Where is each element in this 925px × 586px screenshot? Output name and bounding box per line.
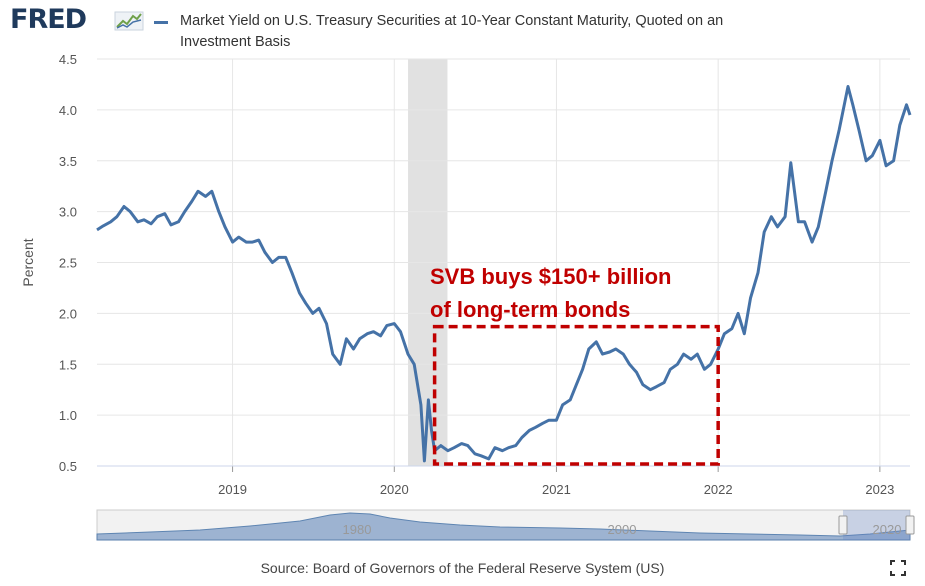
navigator-handle[interactable] xyxy=(838,515,848,535)
y-axis-label: Percent xyxy=(20,238,36,286)
navigator-series xyxy=(96,512,911,541)
fred-logo: FRED xyxy=(10,4,87,35)
legend-swatch xyxy=(154,21,168,24)
x-tick-label: 2023 xyxy=(865,482,894,497)
legend-label: Market Yield on U.S. Treasury Securities… xyxy=(180,13,724,50)
y-tick-label: 1.0 xyxy=(59,408,77,423)
y-tick-label: 4.5 xyxy=(59,52,77,67)
y-tick-label: 3.0 xyxy=(59,205,77,220)
series-line xyxy=(96,85,912,463)
chart-legend: Market Yield on U.S. Treasury Securities… xyxy=(154,11,796,53)
navigator-label: 1980 xyxy=(343,522,372,537)
y-tick-label: 1.5 xyxy=(59,357,77,372)
y-tick-label: 0.5 xyxy=(59,459,77,474)
navigator-label: 2000 xyxy=(608,522,637,537)
x-tick-label: 2021 xyxy=(542,482,571,497)
x-tick-label: 2022 xyxy=(704,482,733,497)
y-tick-label: 3.5 xyxy=(59,154,77,169)
source-note: Source: Board of Governors of the Federa… xyxy=(260,560,665,576)
y-tick-label: 2.0 xyxy=(59,306,77,321)
fullscreen-icon[interactable] xyxy=(890,560,906,576)
annotation-text-line2: of long-term bonds xyxy=(430,297,630,322)
y-tick-label: 4.0 xyxy=(59,103,77,118)
x-tick-label: 2020 xyxy=(380,482,409,497)
y-tick-label: 2.5 xyxy=(59,256,77,271)
x-tick-label: 2019 xyxy=(218,482,247,497)
annotation-text-line1: SVB buys $150+ billion xyxy=(430,264,671,289)
annotation-box xyxy=(432,324,720,466)
navigator-handle[interactable] xyxy=(905,515,915,535)
line-chart-icon xyxy=(114,11,144,31)
navigator-selection xyxy=(843,510,910,540)
navigator-label: 2020 xyxy=(873,522,902,537)
